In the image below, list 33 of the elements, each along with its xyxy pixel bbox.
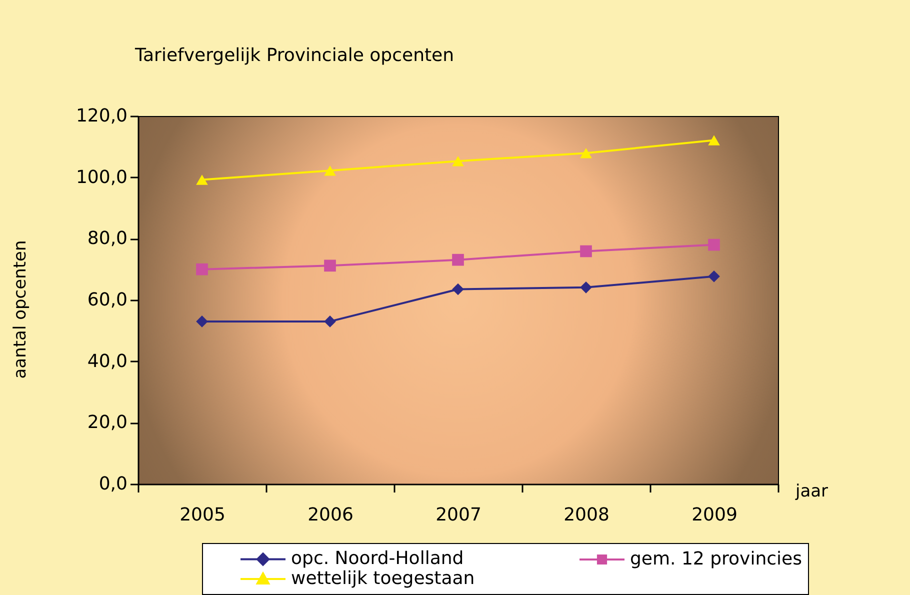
y-tick-label: 120,0 (76, 106, 128, 126)
y-tick-label: 100,0 (76, 166, 128, 188)
chart-title: Tariefvergelijk Provinciale opcenten (134, 45, 454, 66)
legend-label: wettelijk toegestaan (291, 568, 475, 589)
point (452, 156, 464, 166)
point (580, 245, 592, 258)
x-axis-title: jaar (794, 482, 828, 502)
point (324, 165, 336, 176)
y-tick-label: 80,0 (87, 228, 128, 250)
point (452, 254, 464, 266)
point (708, 135, 720, 146)
legend-label: opc. Noord-Holland (291, 548, 464, 570)
x-tick-label: 2009 (692, 504, 738, 526)
point (324, 316, 336, 328)
y-tick-label: 20,0 (87, 412, 128, 434)
point (580, 148, 592, 158)
y-tick-label: 60,0 (87, 290, 128, 310)
y-axis-title: aantal opcenten (10, 240, 30, 379)
point (708, 238, 720, 251)
point (196, 263, 208, 276)
x-tick-label: 2008 (564, 504, 610, 526)
y-tick-label: 0,0 (98, 474, 128, 494)
x-tick-label: 2007 (436, 504, 482, 526)
x-tick-label: 2005 (180, 504, 226, 526)
point (196, 316, 208, 328)
point (324, 260, 336, 272)
point (196, 174, 208, 185)
x-tick-label: 2006 (308, 504, 354, 526)
y-tick-label: 40,0 (87, 350, 128, 372)
point (708, 270, 720, 282)
legend-label: gem. 12 provincies (630, 548, 802, 570)
point (452, 283, 464, 296)
point (580, 282, 592, 294)
